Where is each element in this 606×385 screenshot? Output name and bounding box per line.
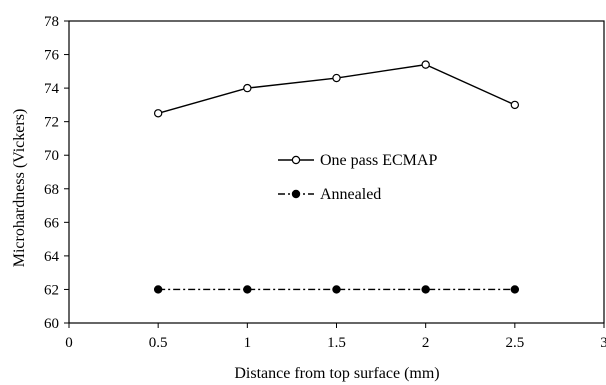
y-tick-label: 68 <box>44 182 59 198</box>
legend-entry-2: Annealed <box>278 186 381 203</box>
x-axis-ticks: 0 0.5 1 1.5 2 2.5 3 <box>65 323 606 351</box>
data-point <box>243 285 252 294</box>
y-axis-label: Microhardness (Vickers) <box>11 109 28 268</box>
data-point <box>153 285 163 294</box>
plot-frame <box>68 20 605 324</box>
legend-marker <box>291 155 301 165</box>
x-tick-label: 1.5 <box>327 335 346 351</box>
y-axis-ticks: 60 62 64 66 68 70 72 74 76 78 <box>44 14 69 332</box>
legend: One pass ECMAP Annealed <box>278 152 437 203</box>
y-tick-label: 72 <box>44 115 59 131</box>
legend-label: Annealed <box>320 186 381 203</box>
y-tick-label: 66 <box>44 215 60 231</box>
y-tick-label: 62 <box>44 282 59 298</box>
data-point <box>332 73 341 83</box>
data-point <box>510 285 520 294</box>
legend-label: One pass ECMAP <box>320 152 437 169</box>
x-tick-label: 0.5 <box>149 335 168 351</box>
x-tick-label: 2.5 <box>505 335 524 351</box>
y-tick-label: 60 <box>44 316 59 332</box>
y-tick-label: 74 <box>44 81 60 97</box>
series-line <box>157 63 516 114</box>
data-point <box>153 109 163 118</box>
series-layer <box>153 60 520 294</box>
data-point <box>421 285 430 294</box>
y-tick-label: 78 <box>44 14 59 30</box>
x-tick-label: 2 <box>422 335 430 351</box>
x-tick-label: 1 <box>244 335 252 351</box>
legend-entry-1: One pass ECMAP <box>278 152 437 169</box>
data-point <box>421 60 430 69</box>
series-1 <box>153 60 520 118</box>
x-tick-label: 3 <box>600 335 606 351</box>
x-axis-label: Distance from top surface (mm) <box>234 365 439 382</box>
data-point <box>332 285 341 294</box>
y-tick-label: 76 <box>44 48 60 64</box>
data-point <box>510 100 520 110</box>
x-tick-label: 0 <box>65 335 73 351</box>
series-2 <box>153 285 520 294</box>
legend-marker <box>291 189 301 199</box>
axes <box>68 20 605 324</box>
y-tick-label: 70 <box>44 148 59 164</box>
y-tick-label: 64 <box>44 249 60 265</box>
data-point <box>243 83 252 93</box>
